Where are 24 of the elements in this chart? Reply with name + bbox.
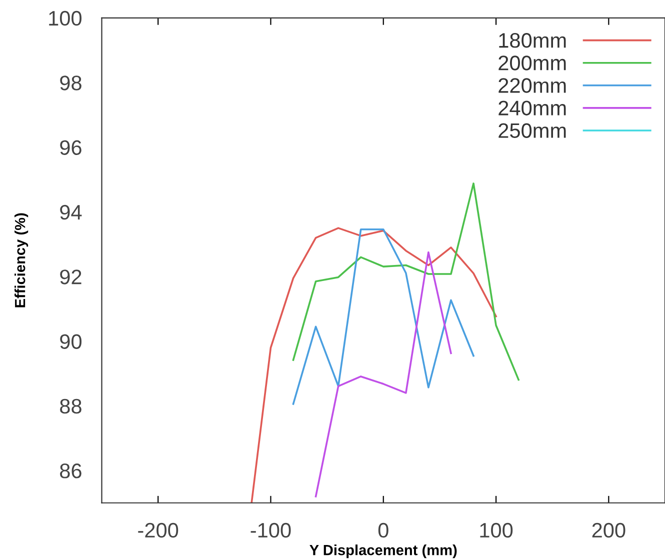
y-tick-label: 88 — [60, 398, 82, 414]
line-series — [314, 251, 452, 498]
legend-label: 180mm — [499, 33, 566, 48]
y-tick-label: 96 — [60, 140, 82, 155]
y-axis-title: Efficiency (%) — [14, 213, 28, 308]
y-tick-label: 86 — [60, 464, 82, 478]
line-series — [250, 227, 497, 503]
legend-label: 200mm — [498, 56, 566, 70]
x-tick-label: 0 — [378, 522, 388, 538]
x-tick-label: 200 — [592, 522, 626, 538]
y-tick-label: 98 — [60, 76, 82, 90]
x-tick-label: -200 — [138, 522, 178, 538]
x-axis-title: Y Displacement (mm) — [310, 544, 457, 558]
line-series — [292, 228, 474, 405]
y-tick-label: 90 — [60, 334, 82, 349]
legend-label: 250mm — [498, 123, 566, 138]
legend-label: 240mm — [498, 100, 566, 116]
x-tick-label: 100 — [480, 522, 513, 538]
line-series — [292, 182, 520, 381]
y-tick-label: 100 — [49, 10, 82, 26]
x-tick-label: -100 — [250, 522, 291, 538]
y-tick-label: 94 — [60, 204, 82, 220]
legend-label: 220mm — [498, 78, 566, 93]
y-tick-label: 92 — [60, 270, 82, 284]
